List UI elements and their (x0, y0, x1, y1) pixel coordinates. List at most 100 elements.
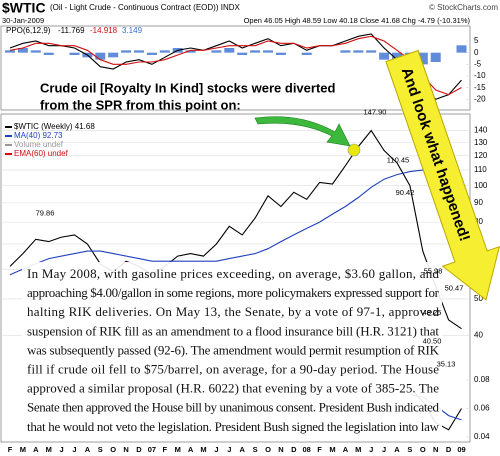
histogram-bar (456, 45, 467, 53)
y-tick-label: -15 (474, 83, 486, 92)
x-tick-label: O (265, 445, 271, 454)
y-tick-label: 0.06 (474, 404, 490, 413)
x-tick-label: S (407, 445, 412, 454)
histogram-bar (224, 48, 235, 53)
y-tick-label: -20 (474, 94, 486, 103)
price-label: 55.98 (424, 266, 443, 275)
legend-label: Volume undef (14, 140, 64, 149)
histogram-bar (250, 50, 261, 53)
x-tick-label: N (433, 445, 438, 454)
y-tick-label: 50 (474, 294, 483, 303)
series-line (9, 129, 462, 330)
histogram-bar (379, 52, 390, 60)
x-tick-label: J (214, 445, 218, 454)
paragraph-line: approaching $4.00/gallon in some regions… (27, 285, 440, 300)
y-tick-label: 90 (474, 198, 483, 207)
paragraph-line: suspension of RIK fill as an amendment t… (27, 323, 439, 338)
x-tick-label: S (253, 445, 258, 454)
price-label: 48.25 (423, 308, 442, 317)
histogram-bar (43, 52, 54, 55)
arrow-shape (385, 49, 500, 301)
callout-line: from the SPR from this point on: (40, 97, 241, 112)
legend-label: EMA(60) undef (14, 149, 69, 158)
histogram-bar (159, 50, 170, 53)
y-tick-label: 80 (474, 217, 483, 226)
ppo-legend-value: -11.769 (58, 26, 85, 35)
x-tick-label: D (291, 445, 297, 454)
histogram-bar (430, 52, 441, 62)
y-tick-label: 140 (474, 126, 488, 135)
x-tick-label: D (136, 445, 142, 454)
symbol: $WTIC (2, 0, 46, 16)
histogram-bar (185, 50, 196, 53)
x-tick-label: O (110, 445, 116, 454)
paragraph-line: In May 2008, with gasoline prices exceed… (27, 266, 440, 281)
histogram-bar (121, 50, 132, 53)
histogram-bar (353, 50, 364, 53)
y-tick-label: 40 (474, 331, 483, 340)
series-line (9, 33, 462, 100)
callout-line: Crude oil [Royalty In Kind] stocks were … (40, 80, 336, 95)
histogram-bar (301, 52, 312, 55)
x-tick-label: A (188, 445, 194, 454)
x-tick-label: J (227, 445, 231, 454)
paragraph-line: approved a similar proposal (H.R. 6022) … (27, 381, 439, 396)
x-tick-label: J (382, 445, 386, 454)
histogram-bar (211, 50, 222, 53)
x-tick-label: 08 (303, 445, 311, 454)
price-label: 50.47 (445, 283, 464, 292)
y-tick-label: 110 (474, 165, 487, 174)
ppo-legend-value: -14.918 (90, 26, 118, 35)
legend-label: MA(40) 92.73 (14, 131, 63, 140)
x-tick-label: 09 (457, 445, 465, 454)
histogram-bar (340, 50, 351, 53)
highlight-dot (347, 143, 361, 157)
histogram-bar (134, 50, 144, 53)
x-tick-label: A (343, 445, 349, 454)
paragraph-line: fill if crude oil fell to $75/barrel, on… (27, 361, 439, 376)
histogram-bar (417, 52, 428, 65)
histogram-bar (146, 52, 157, 55)
series-line (9, 35, 462, 96)
x-tick-label: M (175, 445, 181, 454)
x-tick-label: M (200, 445, 206, 454)
x-tick-label: F (317, 445, 322, 454)
price-label: 40.50 (423, 336, 442, 345)
x-tick-label: A (33, 445, 39, 454)
ppo-legend-value: 3.149 (122, 26, 143, 35)
y-tick-label: 0.08 (474, 375, 490, 384)
x-tick-label: J (72, 445, 76, 454)
price-label: 35.13 (437, 360, 456, 369)
x-tick-label: J (60, 445, 64, 454)
histogram-bar (17, 48, 28, 53)
x-tick-label: N (123, 445, 128, 454)
x-tick-label: A (394, 445, 400, 454)
histogram-bar (108, 52, 119, 58)
y-tick-label: 130 (474, 138, 488, 147)
x-tick-label: M (20, 445, 26, 454)
document: In May 2008, with gasoline prices exceed… (27, 266, 440, 434)
y-tick-label: 0.04 (474, 432, 490, 441)
x-tick-label: M (329, 445, 335, 454)
x-tick-label: N (278, 445, 283, 454)
y-tick-label: 0 (474, 48, 479, 57)
histogram-bar (237, 52, 248, 55)
y-tick-label: 100 (474, 181, 488, 190)
source: © StockCharts.com (429, 3, 498, 12)
histogram-bar (5, 50, 15, 53)
x-tick-label: F (163, 445, 168, 454)
price-label: 79.86 (36, 208, 55, 217)
y-tick-label: 120 (474, 151, 488, 160)
histogram-bar (366, 50, 377, 53)
y-tick-label: -5 (474, 59, 482, 68)
series-line (9, 169, 462, 276)
x-tick-label: F (8, 445, 13, 454)
paragraph-line: Senate then approved the House bill by u… (27, 400, 440, 415)
date: 30-Jan-2009 (2, 16, 44, 25)
subtitle: (Oil - Light Crude - Continuous Contract… (50, 3, 241, 12)
text-box (22, 262, 442, 434)
legend-label: $WTIC (Weekly) 41.68 (14, 122, 95, 131)
price-label: 110.45 (387, 155, 409, 164)
histogram-bar (263, 50, 273, 53)
x-tick-label: A (239, 445, 245, 454)
